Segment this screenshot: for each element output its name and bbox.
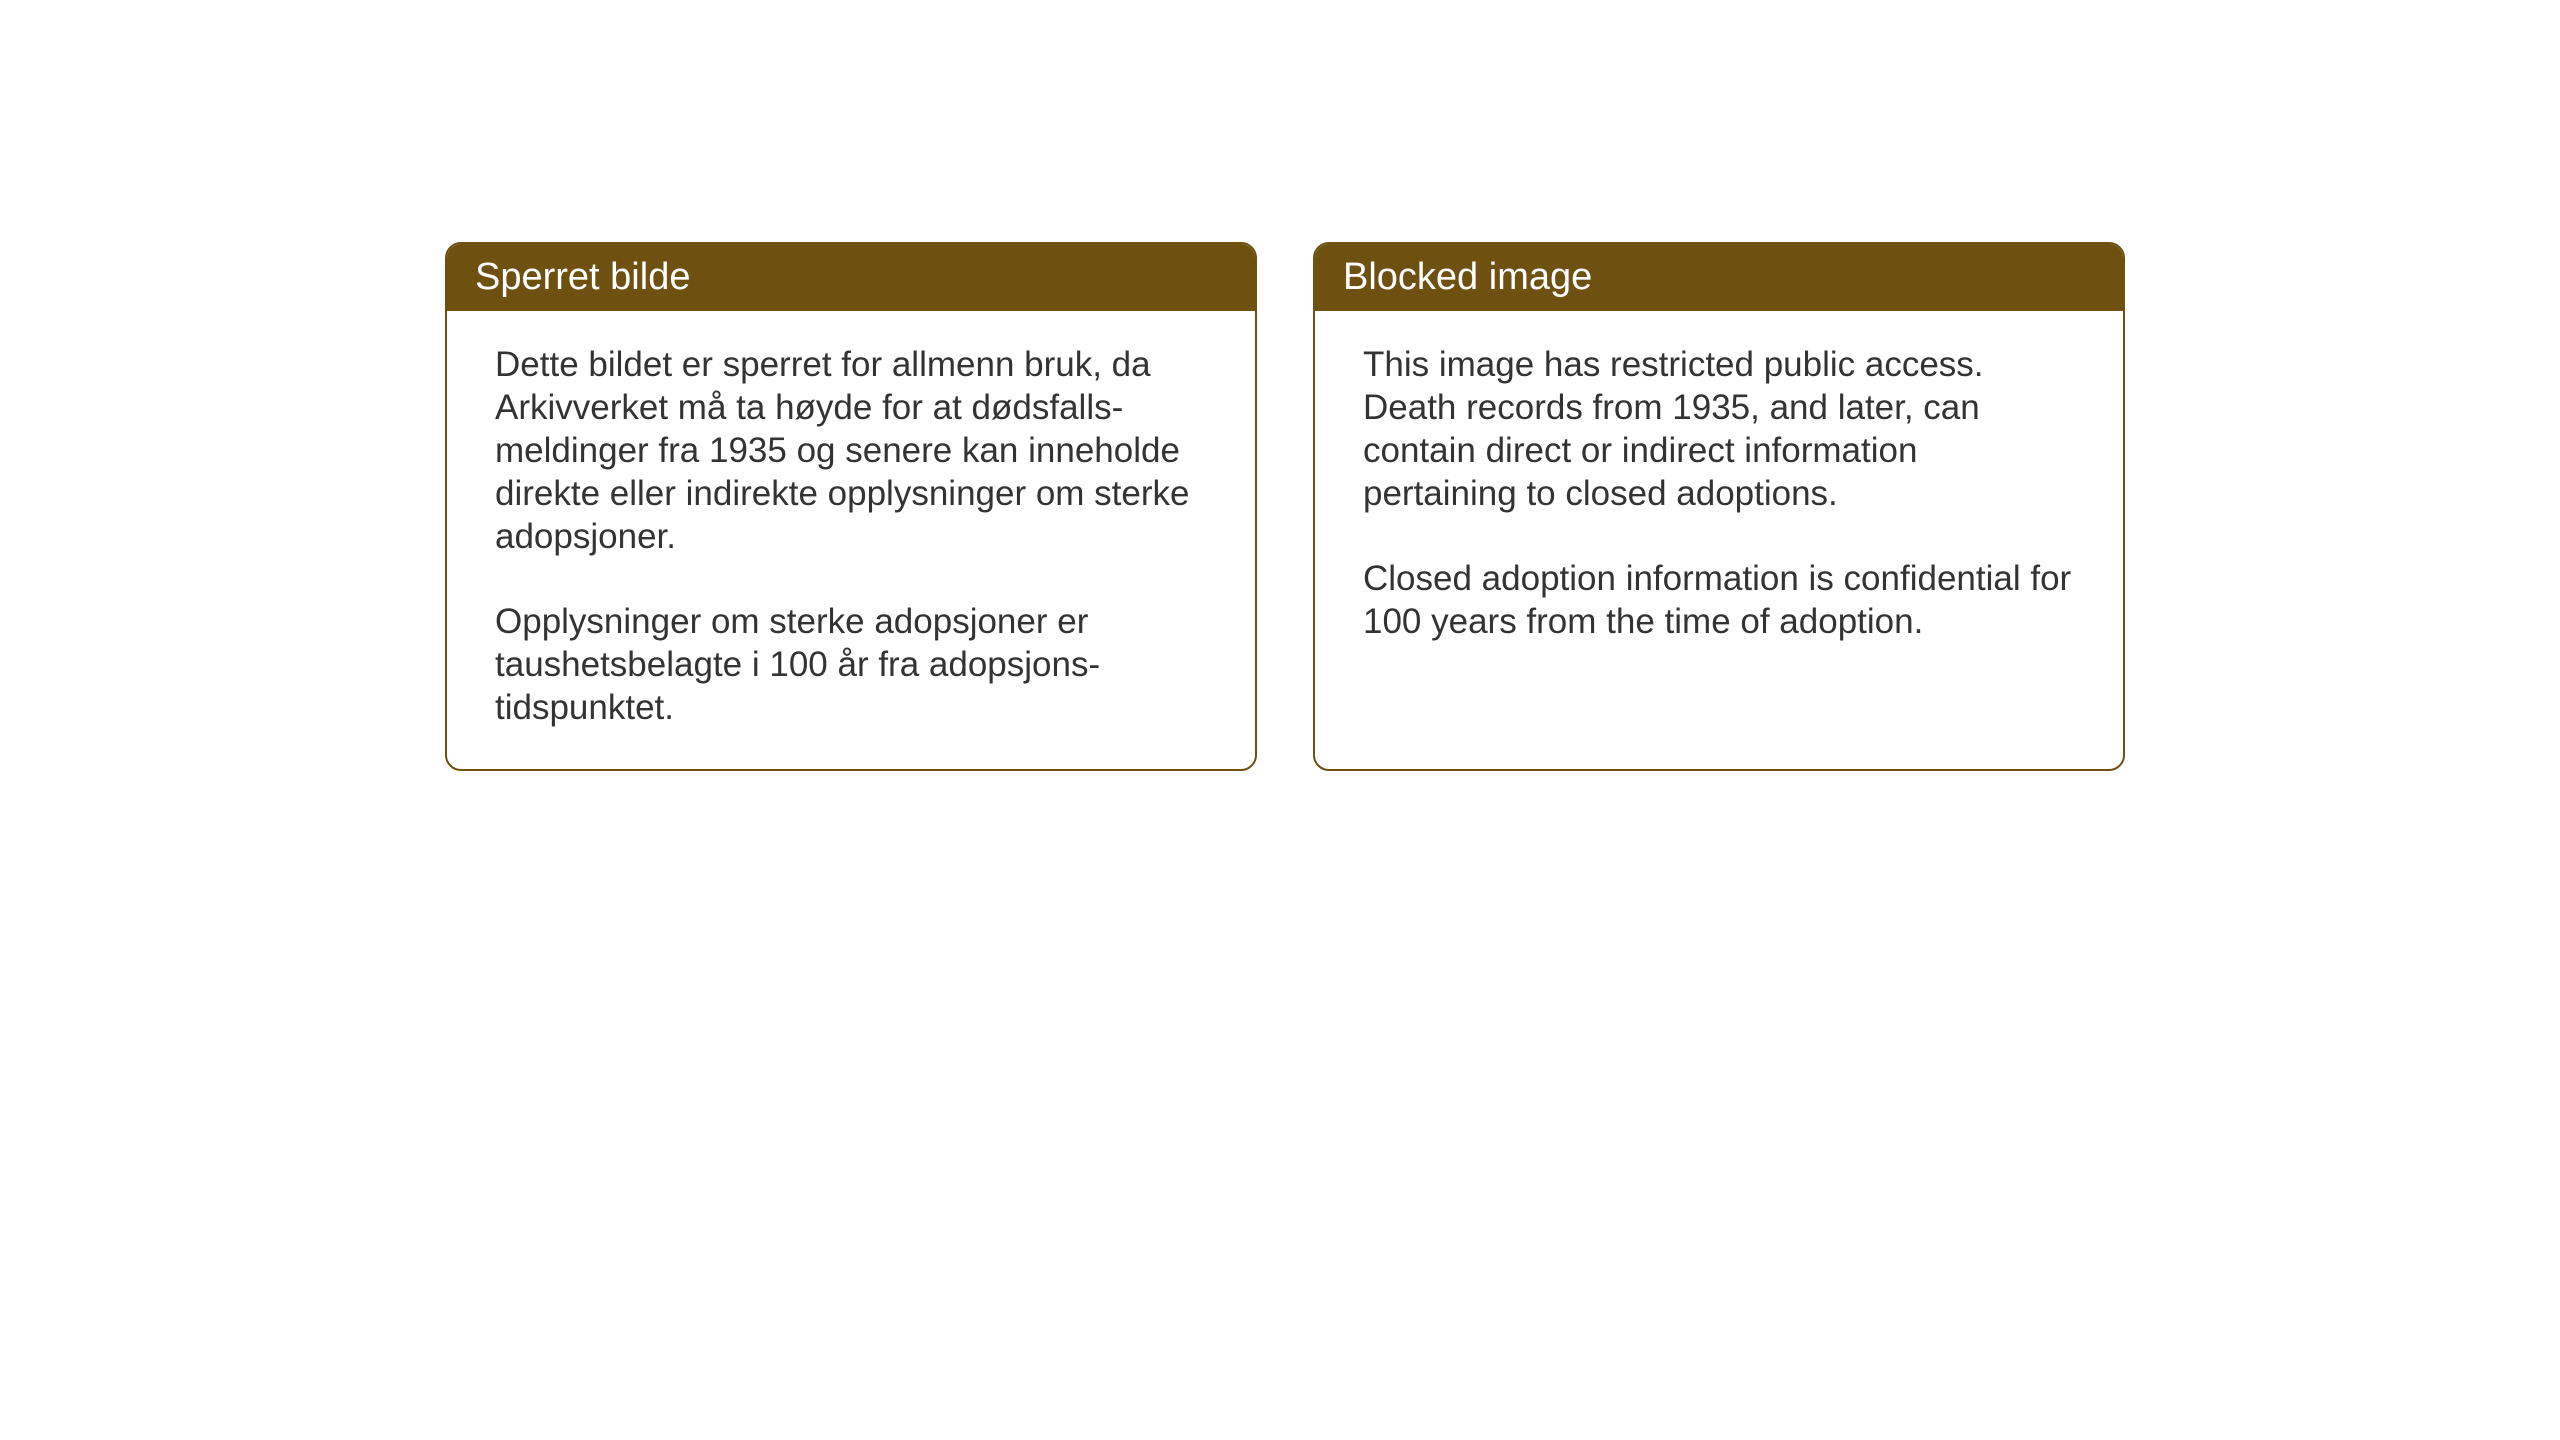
notice-box-norwegian: Sperret bilde Dette bildet er sperret fo… <box>445 242 1257 771</box>
notice-title-norwegian: Sperret bilde <box>475 256 690 298</box>
notice-paragraph-1-english: This image has restricted public access.… <box>1363 343 2075 515</box>
notice-body-english: This image has restricted public access.… <box>1315 311 2123 683</box>
notice-paragraph-1-norwegian: Dette bildet er sperret for allmenn bruk… <box>495 343 1207 558</box>
notices-container: Sperret bilde Dette bildet er sperret fo… <box>445 242 2125 771</box>
notice-header-norwegian: Sperret bilde <box>447 244 1255 311</box>
notice-body-norwegian: Dette bildet er sperret for allmenn bruk… <box>447 311 1255 769</box>
notice-paragraph-2-english: Closed adoption information is confident… <box>1363 557 2075 643</box>
notice-header-english: Blocked image <box>1315 244 2123 311</box>
notice-box-english: Blocked image This image has restricted … <box>1313 242 2125 771</box>
notice-title-english: Blocked image <box>1343 256 1592 298</box>
notice-paragraph-2-norwegian: Opplysninger om sterke adopsjoner er tau… <box>495 600 1207 729</box>
